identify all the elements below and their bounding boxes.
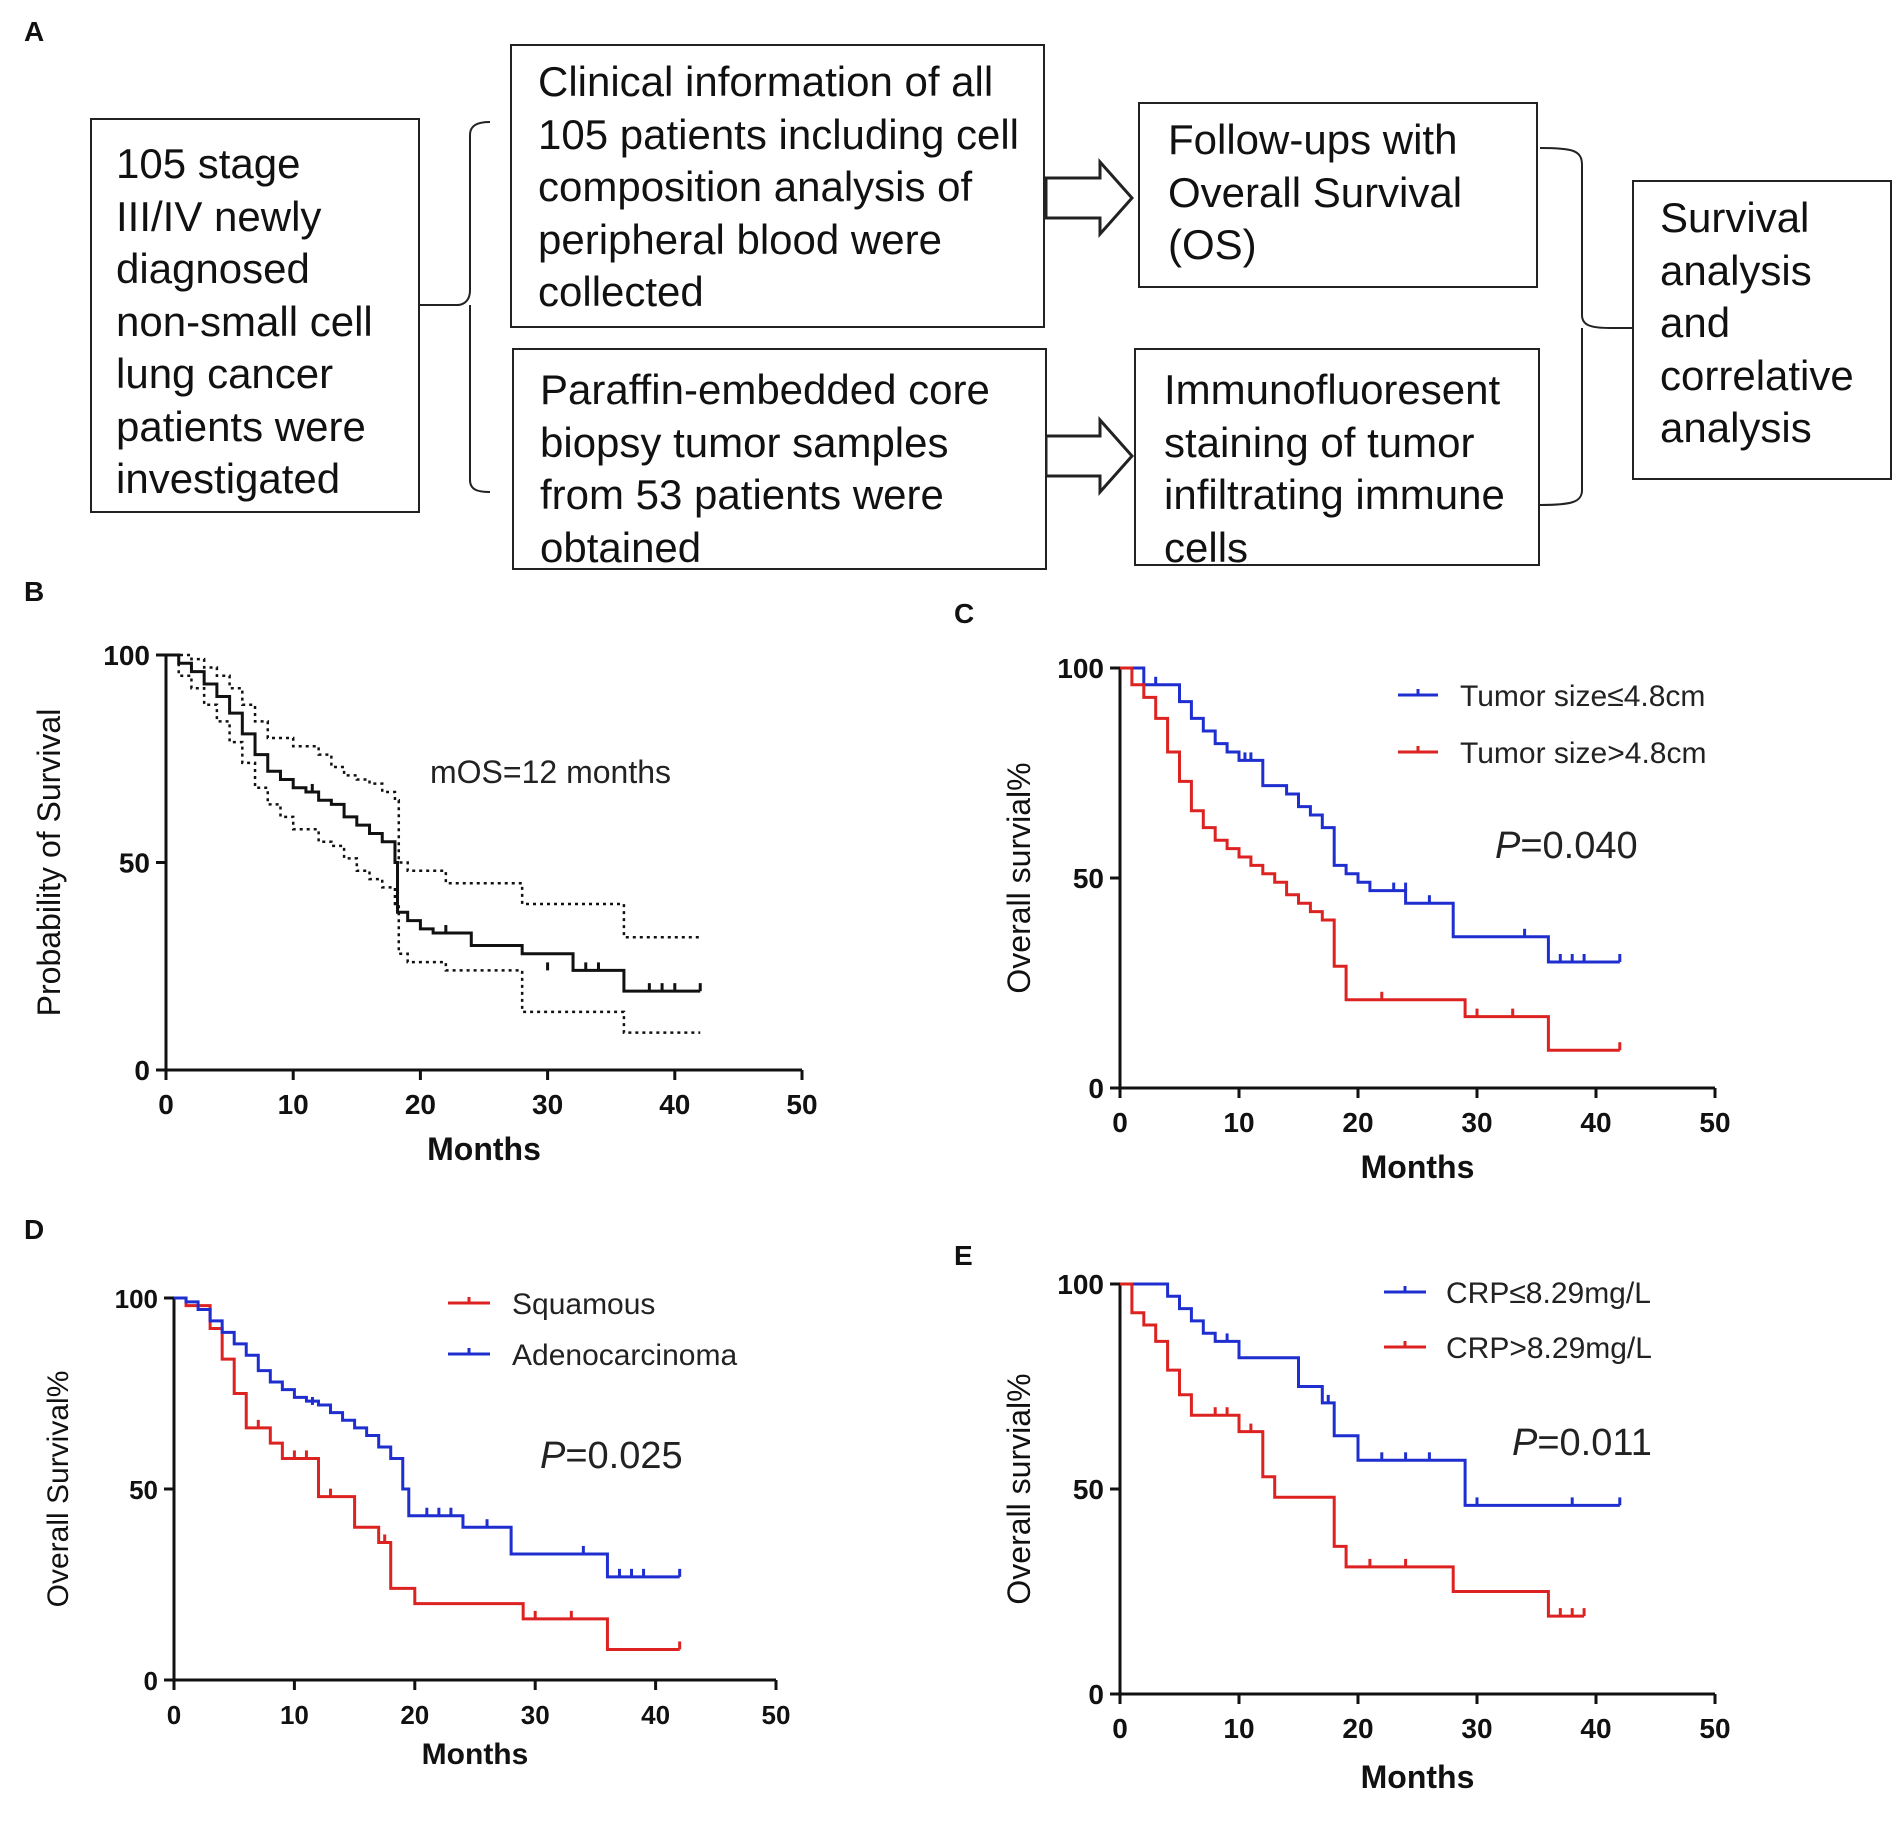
chart-c-series-0 bbox=[1120, 666, 1620, 964]
chart-d-x-tick-label: 40 bbox=[641, 1700, 670, 1730]
patients-box: 105 stage III/IV newly diagnosed non-sma… bbox=[90, 118, 420, 513]
chart-c-y-tick-label: 50 bbox=[1073, 863, 1104, 894]
chart-c-x-label: Months bbox=[1361, 1149, 1475, 1185]
chart-c-y-tick-label: 100 bbox=[1057, 653, 1104, 684]
chart-b-y-tick-label: 0 bbox=[134, 1055, 150, 1086]
survival-analysis-box: Survival analysis and correlative analys… bbox=[1632, 180, 1892, 480]
panel-label-c: C bbox=[954, 598, 975, 629]
panel-label-d: D bbox=[24, 1214, 45, 1245]
chart-b-x-tick-label: 30 bbox=[532, 1089, 563, 1120]
chart-e-y-tick-label: 50 bbox=[1073, 1474, 1104, 1505]
chart-d-y-label: Overall Survival% bbox=[42, 1371, 75, 1608]
paraffin-box: Paraffin-embedded core biopsy tumor samp… bbox=[512, 348, 1047, 571]
chart-c-series-1 bbox=[1120, 666, 1620, 1052]
chart-e-x-tick-label: 50 bbox=[1699, 1713, 1730, 1744]
chart-d-x-label: Months bbox=[422, 1738, 529, 1771]
clinical-info-box: Clinical information of all 105 patients… bbox=[510, 44, 1045, 328]
chart-c-x-tick-label: 20 bbox=[1342, 1107, 1373, 1138]
chart-d-x-tick-label: 10 bbox=[280, 1700, 309, 1730]
legend-label-d-1: Adenocarcinoma bbox=[512, 1339, 737, 1372]
chart-c-x-tick-label: 10 bbox=[1223, 1107, 1254, 1138]
flowchart-connectors bbox=[420, 121, 1632, 506]
chart-c-x-tick-label: 30 bbox=[1461, 1107, 1492, 1138]
chart-d-y-tick-label: 50 bbox=[129, 1475, 158, 1505]
chart-b-x-tick-label: 10 bbox=[278, 1089, 309, 1120]
chart-b-survival: 0 10 20 30 40 50 0 50 100 Months Probability of Su… bbox=[31, 640, 818, 1167]
panel-label-e: E bbox=[954, 1240, 973, 1271]
chart-e-y-tick-label: 0 bbox=[1088, 1679, 1104, 1710]
chart-d-series-1 bbox=[174, 1296, 680, 1579]
legend-label-c-0: Tumor size≤4.8cm bbox=[1460, 680, 1705, 713]
chart-e-x-tick-label: 0 bbox=[1112, 1713, 1128, 1744]
chart-b-x-tick-label: 50 bbox=[786, 1089, 817, 1120]
chart-c-p-value: P=0.040 bbox=[1495, 825, 1638, 867]
chart-c-y-tick-label: 0 bbox=[1088, 1073, 1104, 1104]
chart-b-y-tick-label: 100 bbox=[103, 640, 150, 671]
chart-d-y-tick-label: 0 bbox=[144, 1666, 158, 1696]
chart-e-x-tick-label: 10 bbox=[1223, 1713, 1254, 1744]
chart-e-series-1 bbox=[1120, 1282, 1585, 1618]
arrow-top bbox=[1044, 158, 1135, 238]
chart-d-series-0 bbox=[174, 1296, 680, 1651]
chart-b-annotation: mOS=12 months bbox=[430, 754, 671, 790]
chart-e-y-tick-label: 100 bbox=[1057, 1269, 1104, 1300]
legend-label-d-0: Squamous bbox=[512, 1288, 655, 1321]
chart-c-x-tick-label: 50 bbox=[1699, 1107, 1730, 1138]
chart-e-x-tick-label: 40 bbox=[1580, 1713, 1611, 1744]
chart-e-y-label: Overall survial% bbox=[1001, 1373, 1037, 1604]
chart-c-x-tick-label: 0 bbox=[1112, 1107, 1128, 1138]
chart-e-x-tick-label: 20 bbox=[1342, 1713, 1373, 1744]
chart-c-x-tick-label: 40 bbox=[1580, 1107, 1611, 1138]
chart-d-p-value: P=0.025 bbox=[540, 1435, 683, 1477]
panel-label-a: A bbox=[24, 16, 45, 47]
chart-b-x-tick-label: 0 bbox=[158, 1089, 174, 1120]
chart-c-y-label: Overall survial% bbox=[1001, 762, 1037, 993]
chart-d-y-tick-label: 100 bbox=[115, 1284, 158, 1314]
chart-b-y-label: Probability of Survival bbox=[31, 709, 67, 1017]
left-brace bbox=[420, 121, 491, 493]
legend-label-c-1: Tumor size>4.8cm bbox=[1460, 737, 1706, 770]
chart-b-x-tick-label: 40 bbox=[659, 1089, 690, 1120]
follow-up-box: Follow-ups with Overall Survival (OS) bbox=[1138, 102, 1538, 288]
arrow-bottom bbox=[1044, 416, 1135, 496]
chart-e-series-0 bbox=[1120, 1282, 1620, 1507]
chart-d-x-tick-label: 30 bbox=[521, 1700, 550, 1730]
chart-e-p-value: P=0.011 bbox=[1512, 1422, 1652, 1464]
right-brace bbox=[1539, 147, 1632, 506]
chart-d-histology: 0 10 20 30 40 50 0 50 100 Months Overall Survival%… bbox=[42, 1284, 791, 1771]
legend-label-e-1: CRP>8.29mg/L bbox=[1446, 1332, 1652, 1365]
chart-d-x-tick-label: 50 bbox=[762, 1700, 791, 1730]
chart-b-series-0 bbox=[166, 653, 701, 993]
chart-e-x-label: Months bbox=[1361, 1759, 1475, 1795]
chart-d-x-tick-label: 0 bbox=[167, 1700, 181, 1730]
chart-b-series-2 bbox=[166, 653, 701, 1034]
chart-d-x-tick-label: 20 bbox=[400, 1700, 429, 1730]
chart-b-x-tick-label: 20 bbox=[405, 1089, 436, 1120]
panel-label-b: B bbox=[24, 576, 45, 607]
legend-label-e-0: CRP≤8.29mg/L bbox=[1446, 1277, 1651, 1310]
chart-b-series-1 bbox=[166, 653, 701, 939]
chart-e-x-tick-label: 30 bbox=[1461, 1713, 1492, 1744]
chart-b-x-label: Months bbox=[427, 1131, 541, 1167]
immuno-box: Immunofluoresent staining of tumor infil… bbox=[1134, 348, 1540, 571]
chart-b-y-tick-label: 50 bbox=[119, 848, 150, 879]
